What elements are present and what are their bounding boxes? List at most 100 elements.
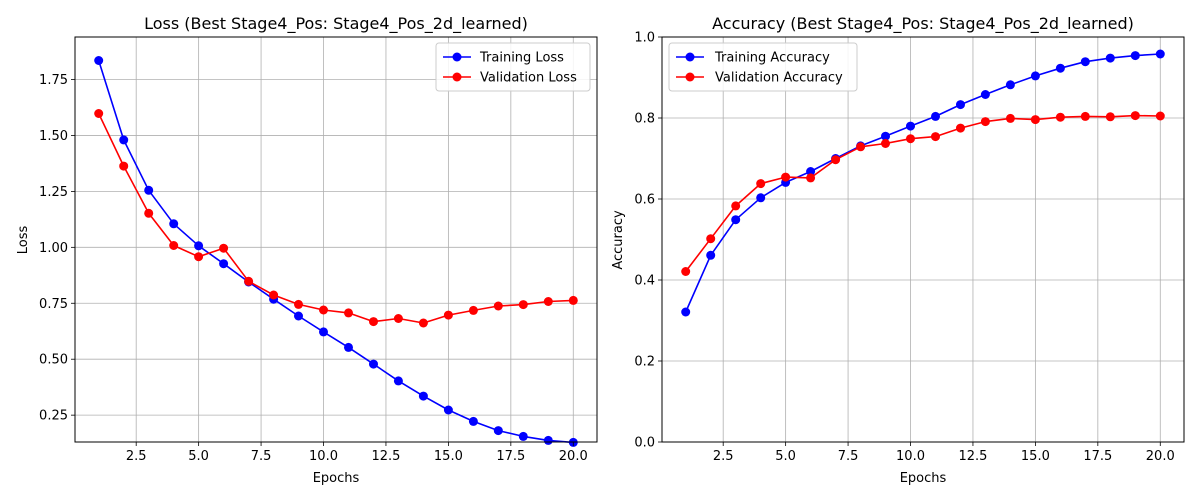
loss-validation-point [94,109,104,118]
loss-legend: Training Loss Validation Loss [435,42,591,92]
accuracy-legend-label-validation: Validation Accuracy [715,71,843,86]
accuracy-validation-point [980,117,990,127]
loss-validation-point [468,305,478,315]
loss-plot-frame [74,36,598,443]
accuracy-training-point [881,131,890,141]
accuracy-validation-point [856,142,866,152]
accuracy-legend-label-training: Training Accuracy [714,51,830,66]
loss-validation-point [518,300,528,310]
accuracy-legend-marker-validation [685,72,695,82]
accuracy-training-point [1105,53,1115,63]
loss-y-axis-label: Loss [16,226,31,255]
accuracy-x-tick-label: 10.0 [896,449,925,464]
accuracy-y-tick-label: 0.4 [634,274,655,289]
loss-training-point [194,241,204,251]
loss-validation-point [219,243,229,253]
loss-y-tick-label: 0.50 [39,353,68,368]
accuracy-y-axis-label: Accuracy [611,210,626,270]
accuracy-training-point [956,100,965,110]
loss-x-tick-label: 15.0 [434,449,463,464]
loss-chart: Loss (Best Stage4_Pos: Stage4_Pos_2d_lea… [16,14,598,486]
loss-legend-marker-training [452,52,462,62]
accuracy-legend-box [668,42,858,92]
loss-validation-point [493,301,503,311]
loss-x-axis-label: Epochs [313,471,360,486]
accuracy-ticks: 2.5 5.0 7.5 10.0 12.5 15.0 17.5 20.0 0.0 0.2 0.4 0.… [634,31,1174,465]
loss-validation-point [169,241,179,250]
accuracy-training-point [1155,49,1165,59]
loss-y-tick-label: 1.75 [39,73,68,88]
loss-y-tick-label: 0.75 [39,297,68,312]
loss-training-point [468,416,478,426]
loss-validation-point [119,161,129,171]
accuracy-validation-point [881,139,890,148]
loss-training-point [418,391,428,401]
accuracy-validation-point [1030,115,1040,125]
accuracy-validation-point [806,173,816,183]
accuracy-y-tick-label: 0.2 [634,355,655,370]
accuracy-training-point [706,250,716,260]
loss-series [94,56,578,447]
accuracy-y-tick-label: 0.8 [634,112,655,127]
loss-validation-point [319,305,328,315]
accuracy-validation-point [1055,112,1065,122]
accuracy-training-point [731,215,741,225]
loss-training-point [443,405,453,415]
accuracy-validation-point [1130,111,1140,121]
accuracy-training-point [931,111,940,121]
accuracy-validation-point [831,155,841,165]
loss-x-tick-label: 7.5 [251,449,272,464]
loss-y-tick-label: 1.50 [39,129,68,144]
accuracy-y-tick-label: 1.0 [634,31,655,46]
loss-training-point [169,219,179,229]
accuracy-legend-marker-training [685,52,695,62]
accuracy-validation-point [956,123,965,133]
loss-training-point [543,435,553,445]
loss-training-point [119,135,129,145]
accuracy-plot-frame [661,36,1185,443]
loss-validation-point [194,252,204,262]
accuracy-chart-title: Accuracy (Best Stage4_Pos: Stage4_Pos_2d… [712,14,1134,34]
loss-training-point [294,311,303,321]
loss-training-point [493,426,503,436]
accuracy-training-point [1030,71,1040,81]
accuracy-training-point [1080,57,1090,67]
accuracy-validation-point [681,267,691,276]
accuracy-chart: Accuracy (Best Stage4_Pos: Stage4_Pos_2d… [611,14,1185,486]
accuracy-x-tick-label: 17.5 [1083,449,1112,464]
accuracy-validation-point [931,132,940,142]
accuracy-x-tick-label: 12.5 [958,449,987,464]
loss-legend-marker-validation [452,72,462,82]
loss-training-point [219,259,229,269]
accuracy-validation-point [706,234,716,244]
accuracy-x-tick-label: 15.0 [1021,449,1050,464]
loss-validation-point [244,276,254,286]
accuracy-validation-point [906,134,915,144]
loss-chart-title: Loss (Best Stage4_Pos: Stage4_Pos_2d_lea… [144,14,528,34]
accuracy-validation-point [781,172,791,182]
loss-validation-point [269,290,279,300]
accuracy-x-tick-label: 7.5 [838,449,859,464]
loss-validation-point [393,314,403,323]
loss-x-tick-label: 12.5 [371,449,400,464]
accuracy-series [681,49,1165,317]
loss-x-tick-label: 10.0 [309,449,338,464]
accuracy-y-tick-label: 0.0 [634,436,655,451]
accuracy-legend: Training Accuracy Validation Accuracy [668,42,858,92]
loss-legend-box [435,42,591,92]
accuracy-validation-point [1155,111,1165,121]
loss-legend-label-training: Training Loss [479,51,564,66]
accuracy-validation-point [1005,113,1015,123]
accuracy-validation-point [756,179,766,189]
accuracy-training-point [1130,51,1140,61]
accuracy-x-tick-label: 5.0 [775,449,796,464]
accuracy-training-point [906,121,915,131]
accuracy-training-point [1055,63,1065,73]
loss-validation-point [144,208,154,218]
loss-training-point [94,56,104,65]
loss-training-point [518,431,528,441]
accuracy-x-tick-label: 20.0 [1146,449,1175,464]
loss-x-tick-label: 2.5 [126,449,147,464]
accuracy-training-point [756,193,766,203]
